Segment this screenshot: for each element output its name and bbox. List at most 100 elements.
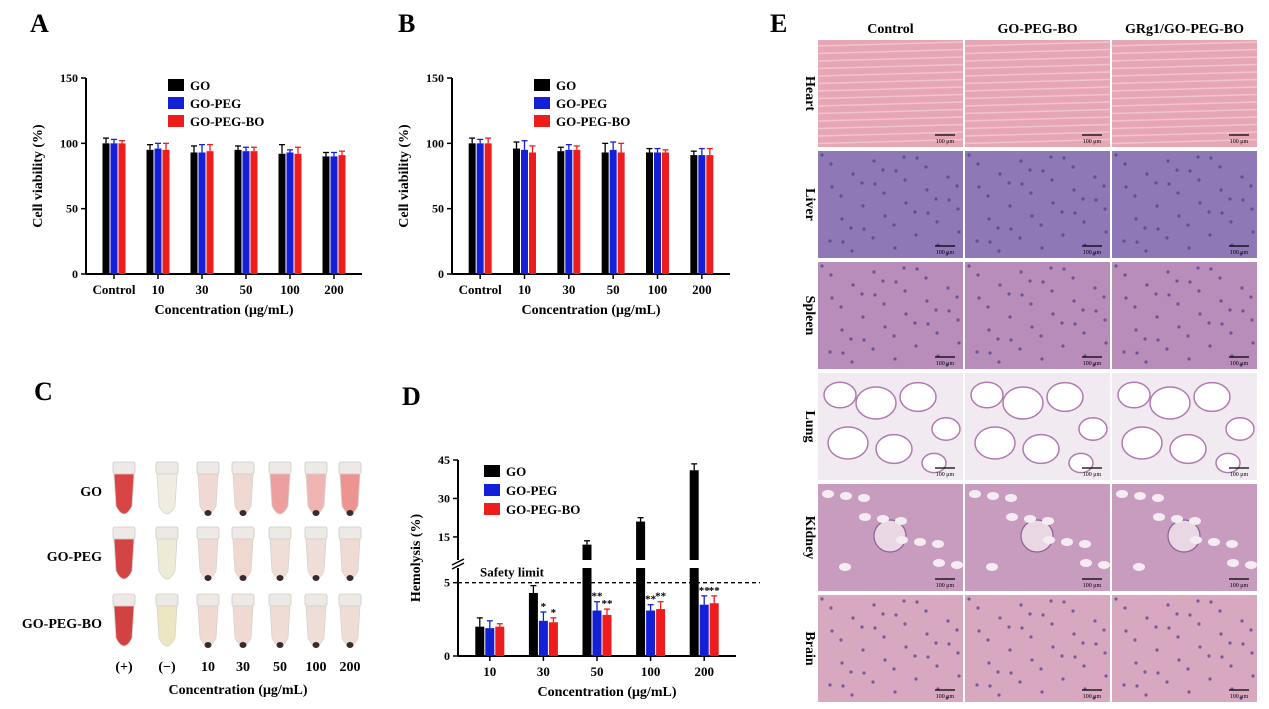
legend-label: GO bbox=[556, 78, 576, 93]
bar bbox=[548, 622, 558, 656]
histology-row-label: Spleen bbox=[802, 296, 817, 336]
nucleus bbox=[957, 230, 961, 234]
nucleus bbox=[904, 312, 908, 316]
alveolus bbox=[855, 386, 897, 420]
nucleus bbox=[1188, 280, 1192, 284]
histology-image: 100 μm bbox=[1112, 151, 1257, 258]
bar bbox=[484, 143, 492, 274]
bar bbox=[601, 152, 609, 274]
histology-image: 100 μm bbox=[965, 262, 1110, 369]
nucleus bbox=[1218, 276, 1222, 280]
tube-column-label: 10 bbox=[201, 660, 215, 675]
nucleus bbox=[998, 172, 1002, 176]
nucleus bbox=[913, 654, 917, 658]
nucleus bbox=[977, 185, 981, 189]
tube-pellet bbox=[239, 575, 247, 581]
x-tick-label: 200 bbox=[324, 282, 344, 297]
glomerulus bbox=[873, 519, 907, 553]
nucleus bbox=[841, 351, 845, 355]
nucleus bbox=[841, 240, 845, 244]
nucleus bbox=[956, 651, 960, 655]
alveolus bbox=[1169, 433, 1207, 465]
nucleus bbox=[903, 622, 907, 626]
nucleus bbox=[1209, 156, 1213, 160]
nucleus bbox=[840, 661, 844, 665]
scale-bar-label: 100 μm bbox=[1230, 694, 1249, 700]
nucleus bbox=[861, 648, 865, 652]
nucleus bbox=[957, 341, 961, 345]
nucleus bbox=[914, 677, 918, 681]
nucleus bbox=[1094, 198, 1098, 202]
bar-lower-segment bbox=[689, 568, 699, 656]
histology-column-title: GRg1/GO-PEG-BO bbox=[1125, 22, 1244, 37]
tube bbox=[196, 461, 220, 516]
nucleus bbox=[881, 279, 885, 283]
nucleus bbox=[894, 280, 898, 284]
histology-background bbox=[965, 151, 1110, 258]
nucleus bbox=[1008, 315, 1012, 319]
nucleus bbox=[840, 328, 844, 332]
tubule bbox=[987, 492, 999, 500]
nucleus bbox=[1196, 599, 1200, 603]
muscle-fiber bbox=[1111, 56, 1258, 62]
nucleus bbox=[925, 188, 929, 192]
alveolus bbox=[1002, 386, 1044, 420]
tube-pellet bbox=[204, 510, 212, 516]
nucleus bbox=[1219, 188, 1223, 192]
tube bbox=[196, 526, 220, 581]
significance-mark: * bbox=[541, 601, 547, 613]
tubule bbox=[986, 563, 998, 571]
nucleus bbox=[1135, 684, 1139, 688]
y-axis-title: Cell viability (%) bbox=[397, 124, 412, 228]
muscle-fiber bbox=[817, 93, 964, 100]
bar bbox=[636, 521, 646, 560]
tubule bbox=[1134, 492, 1146, 500]
safety-limit-label: Safety limit bbox=[480, 565, 545, 580]
nucleus bbox=[1104, 341, 1108, 345]
significance-mark: ** bbox=[602, 598, 614, 610]
histology-background bbox=[1112, 151, 1257, 258]
bar bbox=[146, 149, 154, 274]
nucleus bbox=[1143, 226, 1147, 230]
muscle-fiber bbox=[817, 116, 964, 122]
nucleus bbox=[1122, 683, 1126, 687]
tubule bbox=[1245, 561, 1257, 569]
nucleus bbox=[1123, 162, 1127, 166]
histology-image: 100 μm bbox=[818, 595, 963, 702]
tube bbox=[231, 461, 255, 516]
nucleus bbox=[839, 194, 843, 198]
tubule bbox=[1208, 538, 1220, 546]
nucleus bbox=[955, 184, 959, 188]
nucleus bbox=[975, 239, 979, 243]
y-tick-label: 50 bbox=[66, 202, 78, 216]
tube bbox=[268, 526, 292, 581]
muscle-fiber bbox=[1111, 63, 1258, 70]
tube-cap bbox=[196, 593, 220, 607]
nucleus bbox=[986, 638, 990, 642]
y-tick-label: 150 bbox=[60, 71, 78, 85]
tubule bbox=[1080, 559, 1092, 567]
nucleus bbox=[862, 338, 866, 342]
nucleus bbox=[976, 162, 980, 166]
nucleus bbox=[881, 168, 885, 172]
nucleus bbox=[1009, 338, 1013, 342]
nucleus bbox=[977, 629, 981, 633]
muscle-fiber bbox=[817, 48, 964, 55]
tube-pellet bbox=[312, 510, 320, 516]
nucleus bbox=[913, 321, 917, 325]
tubule bbox=[1133, 563, 1145, 571]
bar bbox=[521, 149, 528, 274]
scale-bar-label: 100 μm bbox=[1083, 472, 1102, 478]
tube-body bbox=[232, 605, 254, 647]
nucleus bbox=[1007, 181, 1011, 185]
histology-image: 100 μm bbox=[817, 40, 964, 147]
bar bbox=[689, 470, 699, 560]
x-tick-label: 10 bbox=[483, 664, 496, 679]
nucleus bbox=[986, 194, 990, 198]
histology-image: 100 μm bbox=[818, 484, 963, 591]
tube-pellet bbox=[346, 510, 354, 516]
nucleus bbox=[1028, 279, 1032, 283]
bar bbox=[654, 152, 661, 274]
nucleus bbox=[935, 331, 939, 335]
